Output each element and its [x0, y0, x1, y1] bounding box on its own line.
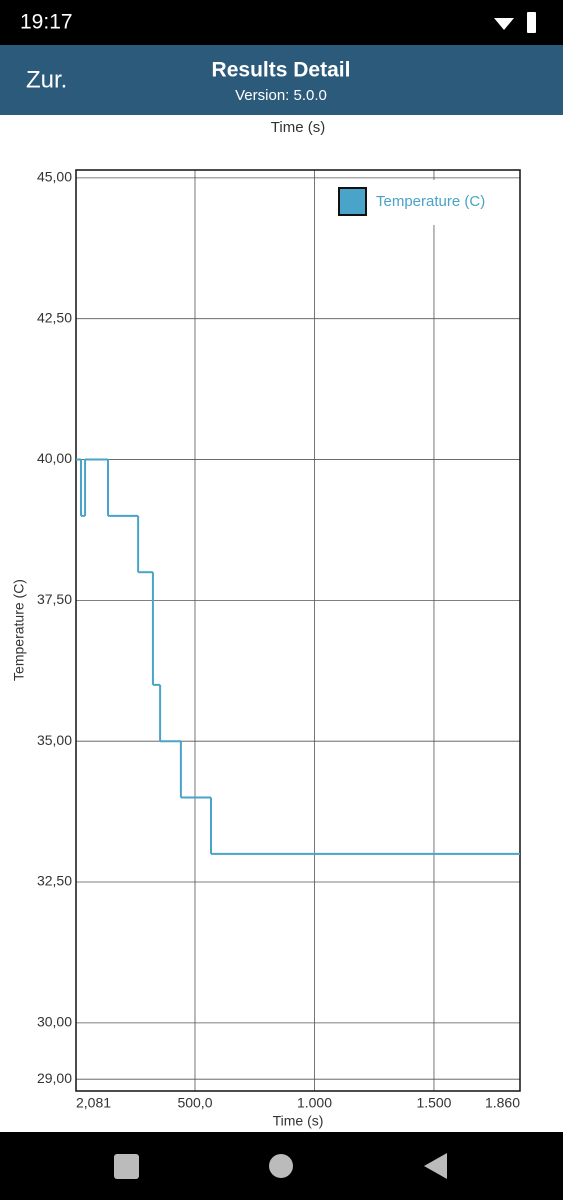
y-tick-label: 42,50: [37, 309, 72, 325]
battery-icon: [527, 12, 536, 33]
x-axis-title: Time (s): [273, 1113, 324, 1129]
legend-label: Temperature (C): [376, 193, 485, 210]
y-tick-label: 29,00: [37, 1070, 72, 1086]
app-subtitle: Version: 5.0.0: [235, 87, 327, 104]
chart: 29,00 30,00 32,50 35,00 37,50 40,00 42,50 45,00…: [11, 169, 521, 1129]
x-tick-label: 500,0: [177, 1095, 212, 1111]
plot-frame: [75, 169, 521, 1092]
y-tick-label: 40,00: [37, 450, 72, 466]
y-tick-label: 35,00: [37, 732, 72, 748]
y-tick-label: 37,50: [37, 591, 72, 607]
x-tick-label: 1.000: [297, 1095, 332, 1111]
app-bar: [0, 45, 563, 115]
y-tick-label: 45,00: [37, 169, 72, 185]
legend-swatch: [338, 187, 367, 216]
x-tick-label: 1.860: [485, 1095, 520, 1111]
app-title: Results Detail: [212, 59, 351, 82]
status-bar: [0, 0, 563, 45]
back-nav-button[interactable]: [424, 1153, 447, 1179]
recents-button[interactable]: [114, 1154, 139, 1179]
y-axis-title: Temperature (C): [11, 579, 27, 681]
clock: 19:17: [20, 11, 73, 34]
wifi-icon: [494, 18, 514, 30]
x-tick-label: 1.500: [416, 1095, 451, 1111]
y-tick-label: 30,00: [37, 1014, 72, 1030]
prev-x-label: Time (s): [271, 119, 325, 136]
home-button[interactable]: [269, 1154, 293, 1178]
y-tick-label: 32,50: [37, 873, 72, 889]
back-button[interactable]: Zur.: [26, 66, 67, 93]
x-tick-label: 2,081: [76, 1095, 111, 1111]
